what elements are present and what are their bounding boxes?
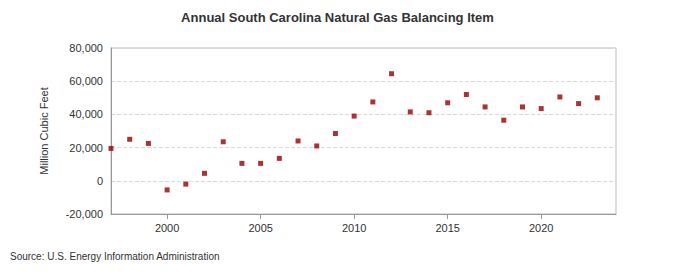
svg-text:Million Cubic Feet: Million Cubic Feet [38,87,50,174]
svg-text:0: 0 [97,175,103,187]
svg-text:Annual South Carolina Natural: Annual South Carolina Natural Gas Balanc… [181,10,494,25]
svg-text:40,000: 40,000 [69,108,103,120]
svg-text:2005: 2005 [248,222,272,234]
svg-text:Source: U.S. Energy Informatio: Source: U.S. Energy Information Administ… [10,251,220,262]
svg-text:2010: 2010 [342,222,366,234]
svg-text:2020: 2020 [529,222,553,234]
svg-text:20,000: 20,000 [69,142,103,154]
svg-text:-20,000: -20,000 [66,208,103,220]
svg-text:60,000: 60,000 [69,75,103,87]
svg-text:80,000: 80,000 [69,42,103,54]
svg-text:2000: 2000 [155,222,179,234]
svg-text:2015: 2015 [435,222,459,234]
